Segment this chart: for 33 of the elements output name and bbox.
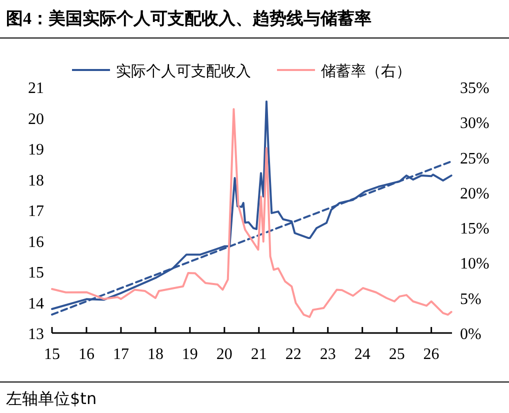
x-tick-label: 15	[44, 346, 60, 363]
y-tick-label: 16	[28, 234, 44, 251]
y2-tick-label: 20%	[460, 185, 490, 202]
y2-tick-label: 5%	[460, 290, 482, 308]
x-tick-label: 18	[147, 346, 164, 363]
x-tick-label: 24	[354, 346, 370, 363]
y2-tick-label: 35%	[460, 80, 490, 97]
y-tick-label: 18	[28, 172, 44, 190]
y-tick-label: 14	[28, 295, 44, 312]
x-tick-label: 22	[285, 346, 302, 363]
y-tick-label: 15	[28, 264, 44, 282]
y-tick-label: 21	[28, 80, 44, 97]
y2-tick-label: 30%	[460, 115, 490, 132]
x-tick-label: 23	[320, 346, 336, 363]
x-tick-label: 16	[78, 346, 94, 363]
y-tick-label: 20	[28, 110, 44, 128]
legend-label: 储蓄率（右）	[321, 62, 411, 80]
y2-tick-label: 10%	[460, 256, 490, 273]
text: 左轴单位$tn	[6, 389, 97, 408]
x-tick-label: 20	[216, 346, 232, 363]
x-tick-label: 25	[388, 346, 405, 363]
y-tick-label: 13	[28, 326, 44, 343]
x-tick-label: 21	[250, 346, 267, 363]
chart-title: 图4：美国实际个人可支配收入、趋势线与储蓄率	[6, 9, 372, 28]
x-tick-label: 17	[112, 346, 129, 363]
y-tick-label: 17	[28, 203, 44, 220]
y2-tick-label: 15%	[460, 220, 490, 238]
y2-tick-label: 25%	[460, 150, 490, 168]
legend-label: 实际个人可支配收入	[116, 62, 251, 80]
y-tick-label: 19	[28, 142, 44, 158]
y2-tick-label: 0%	[460, 326, 482, 343]
x-tick-label: 26	[423, 346, 440, 363]
x-tick-label: 19	[182, 346, 198, 363]
